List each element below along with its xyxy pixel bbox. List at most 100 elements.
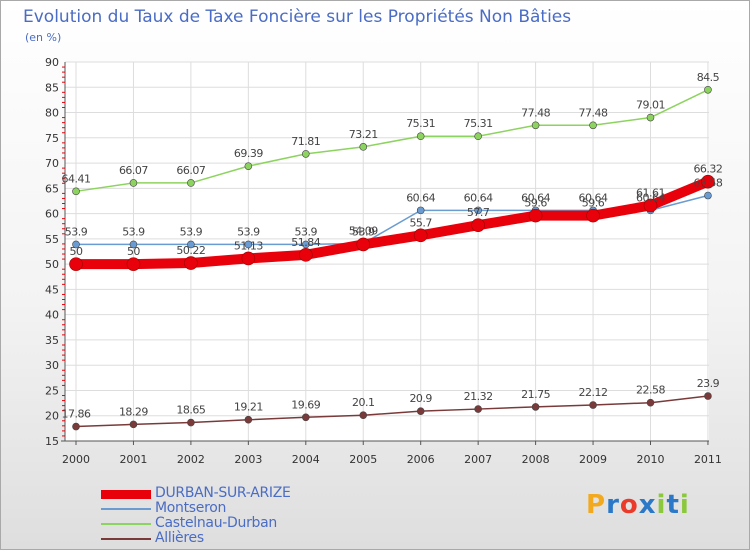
data-label: 57.7 — [467, 206, 490, 219]
data-label: 84.5 — [697, 71, 720, 84]
data-label: 66.07 — [176, 164, 205, 177]
data-label: 73.21 — [349, 128, 378, 141]
data-label: 71.81 — [291, 135, 320, 148]
data-point — [129, 420, 138, 429]
data-label: 20.1 — [352, 396, 375, 409]
data-point — [126, 257, 141, 271]
proxiti-logo: Proxiti — [586, 490, 690, 520]
data-point — [241, 251, 256, 266]
y-tick-label: 80 — [45, 107, 59, 120]
data-label: 22.58 — [636, 384, 665, 397]
data-point — [356, 237, 371, 252]
data-label: 75.31 — [406, 117, 435, 130]
data-label: 60.64 — [579, 191, 608, 204]
data-label: 51.84 — [291, 236, 320, 249]
data-label: 60.64 — [521, 191, 550, 204]
data-point — [301, 240, 310, 249]
data-point — [244, 162, 253, 170]
data-label: 20.9 — [409, 392, 432, 405]
series-line — [75, 395, 709, 428]
data-point — [129, 179, 138, 187]
y-tick-label: 35 — [45, 334, 59, 347]
data-label: 77.48 — [521, 106, 550, 119]
data-point — [359, 143, 368, 151]
data-point — [589, 401, 597, 409]
legend-swatch — [101, 523, 151, 525]
data-label: 19.21 — [234, 401, 263, 414]
y-tick-label: 55 — [45, 233, 59, 246]
logo-letter: P — [586, 490, 607, 520]
legend-swatch — [101, 508, 151, 510]
data-point — [301, 413, 310, 422]
chart-title: Evolution du Taux de Taxe Foncière sur l… — [23, 7, 572, 27]
x-tick-label: 2005 — [349, 453, 377, 466]
data-point — [301, 150, 310, 158]
data-point — [586, 208, 600, 223]
data-point — [646, 398, 655, 407]
data-label: 50.22 — [176, 244, 205, 257]
data-point — [184, 256, 198, 270]
chart-legend: DURBAN-SUR-ARIZE Montseron Castelnau-Durba… — [101, 485, 361, 546]
data-label: 59.6 — [524, 197, 547, 210]
logo-letter: i — [679, 490, 690, 520]
data-point — [187, 179, 195, 187]
data-point — [471, 218, 485, 233]
data-point — [244, 240, 253, 249]
data-label: 61.61 — [636, 186, 665, 199]
data-label: 17.86 — [62, 408, 91, 421]
x-tick-label: 2009 — [579, 453, 607, 466]
data-label: 60.64 — [464, 191, 493, 204]
data-point — [704, 191, 712, 200]
data-point — [69, 257, 83, 271]
legend-item: Castelnau-Durban — [101, 515, 361, 531]
data-point — [244, 415, 253, 424]
data-point — [528, 208, 543, 223]
x-tick-label: 2008 — [522, 453, 550, 466]
data-label: 75.31 — [464, 117, 493, 130]
data-point — [589, 121, 597, 130]
data-label: 18.65 — [176, 404, 205, 417]
legend-item: Montseron — [101, 500, 361, 516]
data-label: 53.9 — [65, 225, 88, 238]
logo-letter: r — [606, 490, 620, 520]
data-point — [359, 411, 368, 420]
data-label: 53.9 — [122, 225, 145, 238]
data-label: 54.09 — [349, 224, 378, 237]
logo-letter: o — [619, 490, 639, 520]
data-label: 50 — [127, 245, 140, 258]
x-tick-label: 2004 — [292, 453, 320, 466]
x-tick-label: 2011 — [694, 453, 722, 466]
data-point — [72, 422, 80, 431]
data-label: 50 — [70, 245, 83, 258]
y-tick-label: 85 — [45, 81, 59, 94]
data-point — [187, 240, 195, 249]
data-point — [531, 121, 540, 130]
y-tick-label: 70 — [45, 157, 59, 170]
data-label: 55.7 — [409, 216, 432, 229]
series-line — [71, 176, 713, 270]
data-label: 22.12 — [579, 386, 608, 399]
y-tick-label: 25 — [45, 384, 59, 397]
data-point — [704, 392, 712, 400]
data-point — [187, 418, 195, 427]
data-point — [474, 206, 482, 215]
data-label: 66.32 — [693, 163, 722, 176]
legend-label: Montseron — [155, 500, 227, 516]
data-point — [474, 405, 482, 413]
data-point — [531, 403, 540, 411]
legend-item: Allières — [101, 530, 361, 546]
data-point — [72, 240, 80, 249]
data-point — [701, 174, 715, 189]
y-tick-label: 50 — [45, 258, 59, 271]
data-label: 63.58 — [693, 177, 722, 190]
data-point — [129, 240, 138, 249]
logo-letter: t — [666, 490, 680, 520]
data-point — [646, 113, 655, 122]
data-label: 60.64 — [406, 191, 435, 204]
data-point — [413, 228, 428, 243]
x-tick-label: 2002 — [177, 453, 205, 466]
data-point — [474, 132, 482, 141]
data-label: 18.29 — [119, 405, 148, 418]
data-label: 19.69 — [291, 398, 320, 411]
